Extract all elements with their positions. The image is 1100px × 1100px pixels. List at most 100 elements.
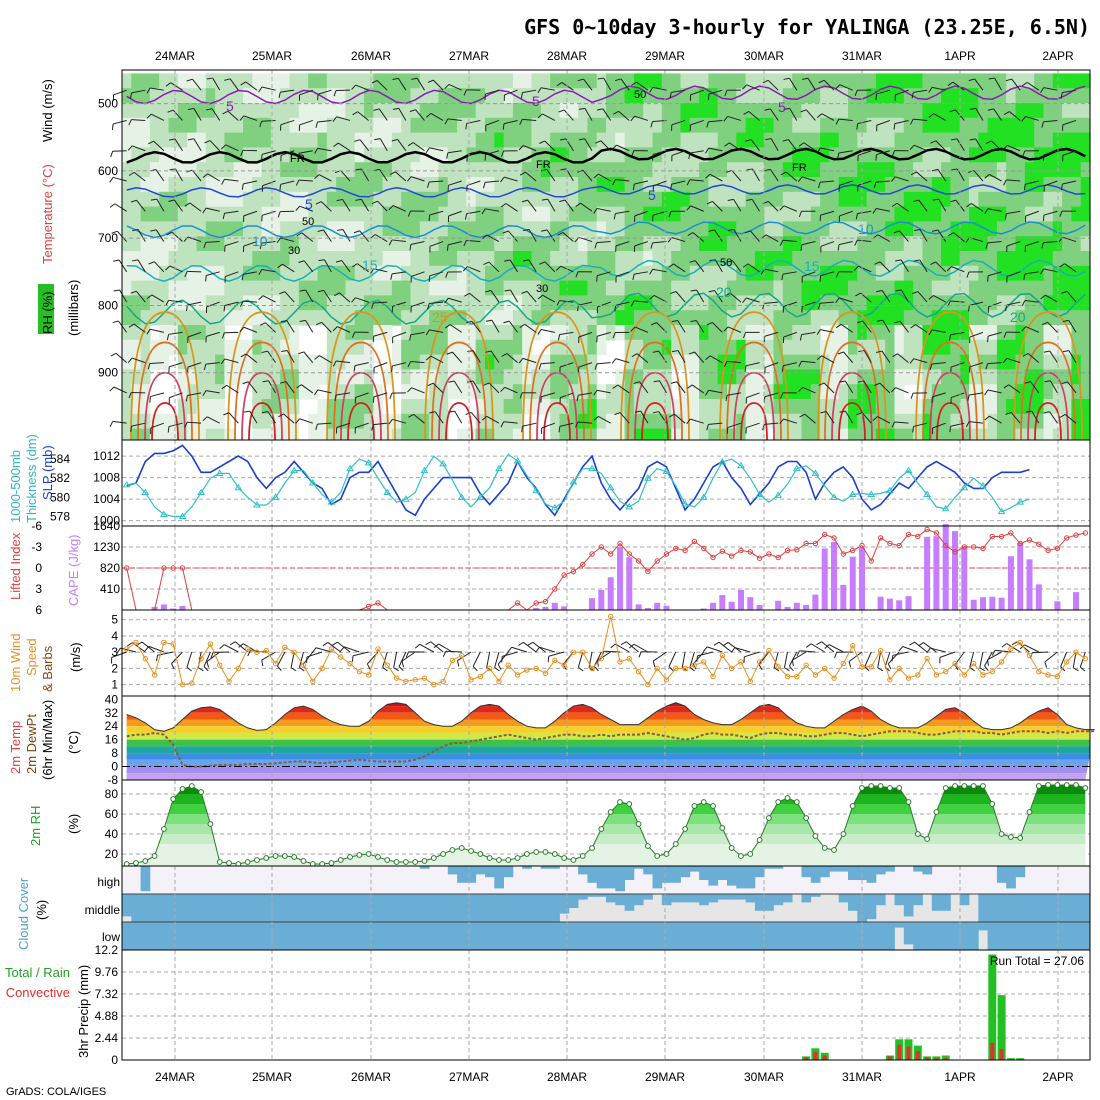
wind-barb-flag (854, 90, 858, 96)
wind-barb (788, 651, 798, 667)
rh-cell (224, 265, 235, 282)
rh-cell (531, 399, 542, 415)
wind-barb (1047, 321, 1058, 333)
rh-cell (503, 325, 514, 341)
rh-cell (140, 369, 151, 385)
wind-barb (360, 199, 370, 212)
rh-cell (177, 325, 188, 341)
rh-marker (1045, 782, 1052, 788)
rh-cell (410, 221, 421, 237)
wind-barb-flag (965, 237, 970, 243)
wind-barb (1025, 116, 1039, 121)
wind-barb-flag (630, 300, 635, 307)
rh-cell (699, 191, 709, 208)
wind-barb-flag (1023, 273, 1026, 280)
rh-cell (1006, 132, 1017, 148)
wind-barb (857, 210, 872, 214)
rh-cell (838, 384, 849, 400)
rh-cell (289, 280, 300, 296)
wind-speed-marker (691, 662, 698, 668)
rh-cell (894, 310, 905, 326)
rh-cell (531, 280, 542, 296)
wind-barb (899, 230, 909, 242)
cloud-bar (447, 922, 458, 950)
rh-cell (717, 384, 728, 400)
rh-cell (336, 384, 346, 400)
cloud-bar (829, 922, 840, 950)
rh-cell (354, 162, 365, 178)
rh-cell (652, 399, 663, 415)
rh-cell (522, 280, 533, 296)
wind-speed-marker (924, 655, 930, 662)
rh-cell (838, 88, 849, 104)
wind-barb (503, 119, 518, 125)
rh-cell (848, 384, 858, 400)
cape-bar (654, 602, 661, 610)
rh-cell (122, 280, 132, 296)
cloud-bar (485, 866, 495, 878)
rh-cell (382, 206, 393, 222)
wind-barb (652, 210, 667, 216)
cloud-bar (270, 922, 281, 950)
rh-cell (512, 103, 523, 119)
wind-barb-flag (630, 115, 635, 122)
rh-cell (410, 384, 421, 400)
wind-speed-marker (756, 659, 763, 665)
rh-cell (168, 413, 179, 430)
rh-cell (177, 177, 188, 193)
wind-barb (115, 352, 127, 364)
rh-cell (1006, 413, 1017, 430)
rh-cell (187, 206, 198, 222)
rh-cell (270, 369, 281, 385)
wind-barb (953, 232, 965, 242)
rh-cell (280, 88, 291, 104)
wind-barb (708, 389, 723, 394)
wind-barb (821, 355, 835, 364)
rh-cell (578, 251, 588, 267)
wind-barb (319, 355, 332, 364)
rh-cell (391, 413, 402, 430)
rh-marker (198, 789, 205, 795)
wind-barb-flag (780, 171, 787, 176)
rh-cell (931, 132, 942, 148)
wind-barb (677, 350, 686, 363)
cloud-bar (345, 922, 356, 950)
rh-cell (810, 132, 821, 148)
cloud-bar (913, 866, 923, 872)
rh-cell (578, 354, 588, 370)
slp-tick: 1000 (93, 514, 120, 528)
rh-cell (140, 265, 151, 282)
rh-cell (913, 236, 924, 252)
wind-barb-flag (837, 244, 840, 251)
rh-marker (151, 853, 158, 859)
cloud-bar (224, 922, 235, 950)
rh-cell (475, 132, 486, 148)
thickness-marker (402, 495, 410, 502)
rh-cell (233, 310, 244, 326)
wind-barb-flag (745, 139, 752, 142)
wind-barb (469, 292, 481, 303)
wind-barb (600, 140, 612, 152)
wind-barb (988, 301, 1002, 308)
pressure-tick: 800 (98, 298, 118, 312)
wind-barb-flag (392, 77, 399, 81)
rh-cell (745, 162, 756, 178)
wind-barb-flag (951, 138, 958, 141)
rh-cell (550, 206, 561, 222)
rh-cell (233, 177, 244, 193)
wind-speed-line (126, 616, 1086, 686)
wind-barb (881, 350, 891, 363)
wind-barb-flag (541, 229, 548, 232)
rh-cell (661, 88, 672, 104)
rh-cell (782, 310, 793, 326)
thickness-marker (160, 510, 168, 518)
wind-barb (411, 176, 425, 182)
rh-cell (550, 354, 561, 370)
rh-cell (810, 369, 821, 385)
rh-cell (615, 132, 626, 148)
rh-cell (168, 265, 179, 282)
wind-barb (593, 651, 602, 667)
rh-cell (941, 162, 951, 178)
li-marker (570, 568, 577, 575)
rh-cell (550, 265, 561, 282)
